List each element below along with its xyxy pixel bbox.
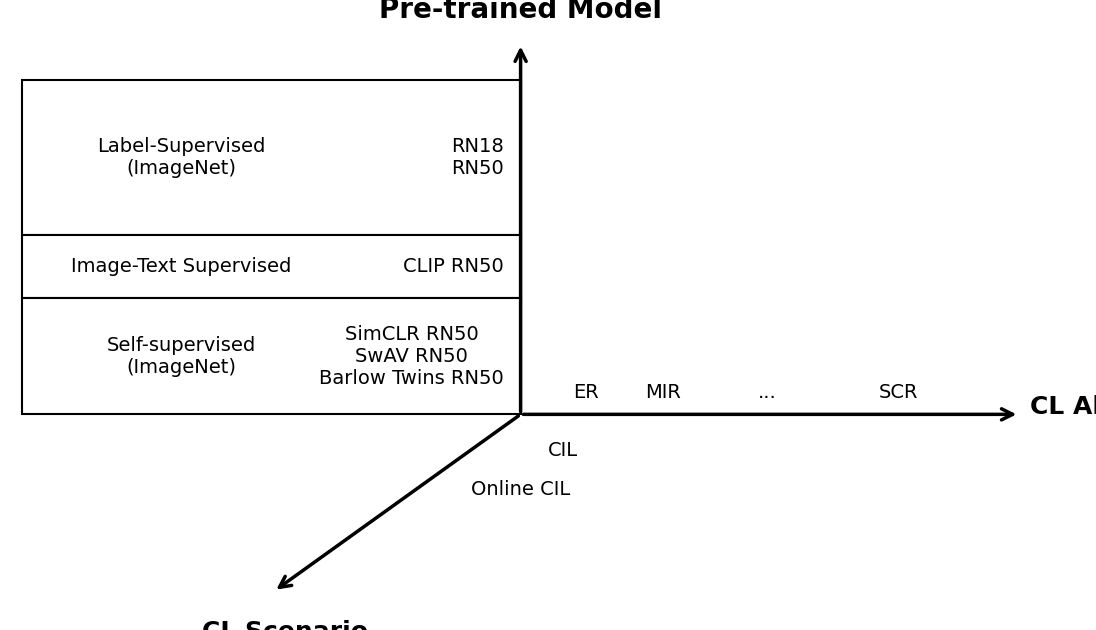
Text: Label-Supervised
(ImageNet): Label-Supervised (ImageNet) bbox=[98, 137, 265, 178]
Text: Pre-trained Model: Pre-trained Model bbox=[379, 0, 662, 24]
Text: Online CIL: Online CIL bbox=[471, 480, 571, 499]
Text: ...: ... bbox=[757, 383, 777, 402]
Bar bbox=[22, 298, 521, 415]
Text: CLIP RN50: CLIP RN50 bbox=[403, 257, 504, 276]
Text: SimCLR RN50
SwAV RN50
Barlow Twins RN50: SimCLR RN50 SwAV RN50 Barlow Twins RN50 bbox=[319, 324, 504, 387]
Text: CL Algorithm: CL Algorithm bbox=[1030, 395, 1096, 419]
Text: RN18
RN50: RN18 RN50 bbox=[452, 137, 504, 178]
Text: MIR: MIR bbox=[646, 383, 681, 402]
Text: Self-supervised
(ImageNet): Self-supervised (ImageNet) bbox=[107, 336, 256, 377]
Text: CIL: CIL bbox=[548, 441, 578, 460]
Bar bbox=[22, 80, 521, 235]
Text: CL Scenario: CL Scenario bbox=[202, 621, 368, 630]
Text: ER: ER bbox=[573, 383, 600, 402]
Bar bbox=[22, 235, 521, 298]
Text: Image-Text Supervised: Image-Text Supervised bbox=[71, 257, 292, 276]
Text: SCR: SCR bbox=[879, 383, 918, 402]
